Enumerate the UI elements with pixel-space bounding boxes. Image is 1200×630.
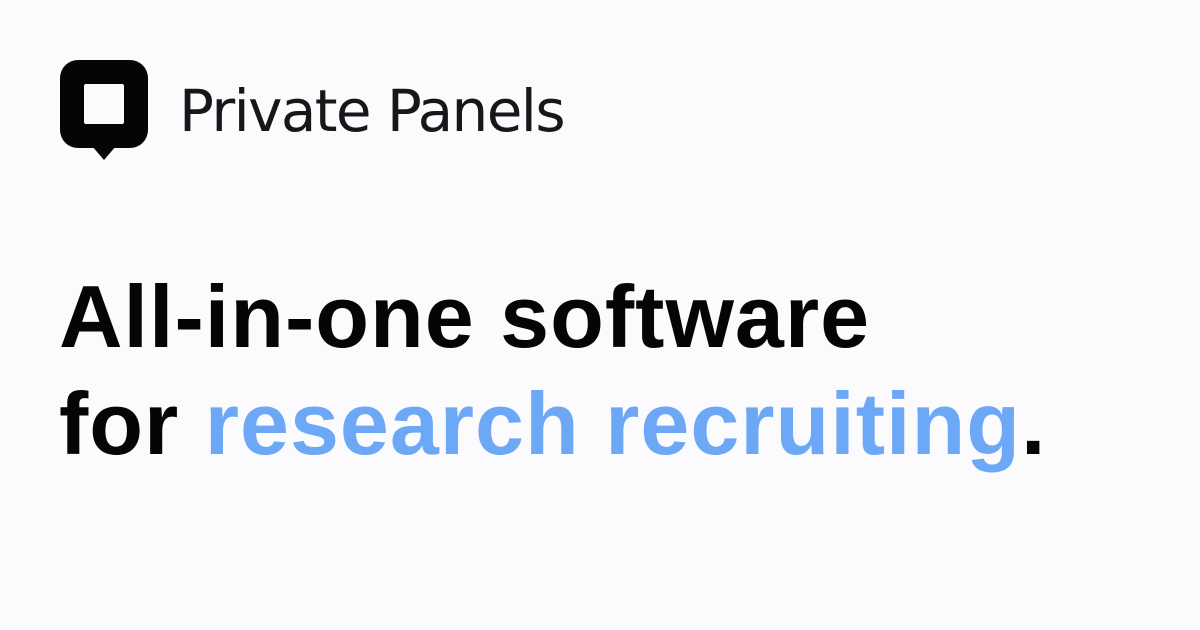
headline-highlight: research recruiting [205,374,1021,473]
headline-line-2: for research recruiting. [59,370,1159,477]
headline: All-in-one software for research recruit… [59,263,1159,477]
headline-line-1: All-in-one software [59,263,1159,370]
headline-prefix: for [59,374,205,473]
brand-header: Private Panels [60,60,564,160]
speech-bubble-icon [60,60,148,161]
brand-name: Private Panels [179,79,564,143]
headline-period: . [1021,374,1046,473]
